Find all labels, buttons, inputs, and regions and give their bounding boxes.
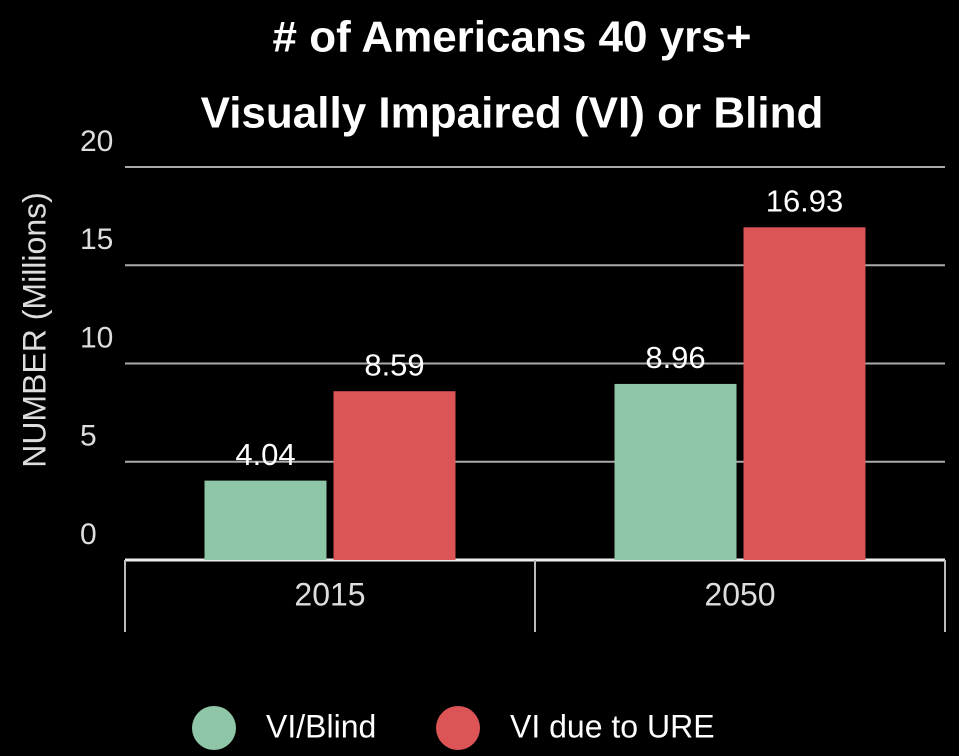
- value-label: 8.96: [645, 340, 705, 375]
- x-tick-label: 2050: [704, 576, 775, 612]
- bar: [333, 391, 456, 560]
- value-label: 8.59: [364, 347, 424, 382]
- chart-title: # of Americans 40 yrs+: [273, 13, 752, 62]
- x-tick-label: 2015: [294, 576, 365, 612]
- legend-label: VI/Blind: [266, 708, 376, 744]
- y-tick-label: 0: [80, 518, 97, 551]
- bar: [204, 480, 327, 560]
- bar: [614, 383, 737, 560]
- value-label: 16.93: [766, 184, 844, 219]
- legend-swatch: [192, 706, 236, 750]
- y-tick-label: 5: [80, 420, 97, 453]
- legend-label: VI due to URE: [510, 708, 715, 744]
- legend-swatch: [436, 706, 480, 750]
- y-tick-label: 15: [80, 223, 113, 256]
- y-tick-label: 20: [80, 125, 113, 158]
- chart-title: Visually Impaired (VI) or Blind: [201, 89, 824, 138]
- y-tick-label: 10: [80, 321, 113, 354]
- value-label: 4.04: [235, 437, 295, 472]
- bar: [743, 227, 866, 560]
- y-axis-label: NUMBER (Millions): [16, 192, 52, 468]
